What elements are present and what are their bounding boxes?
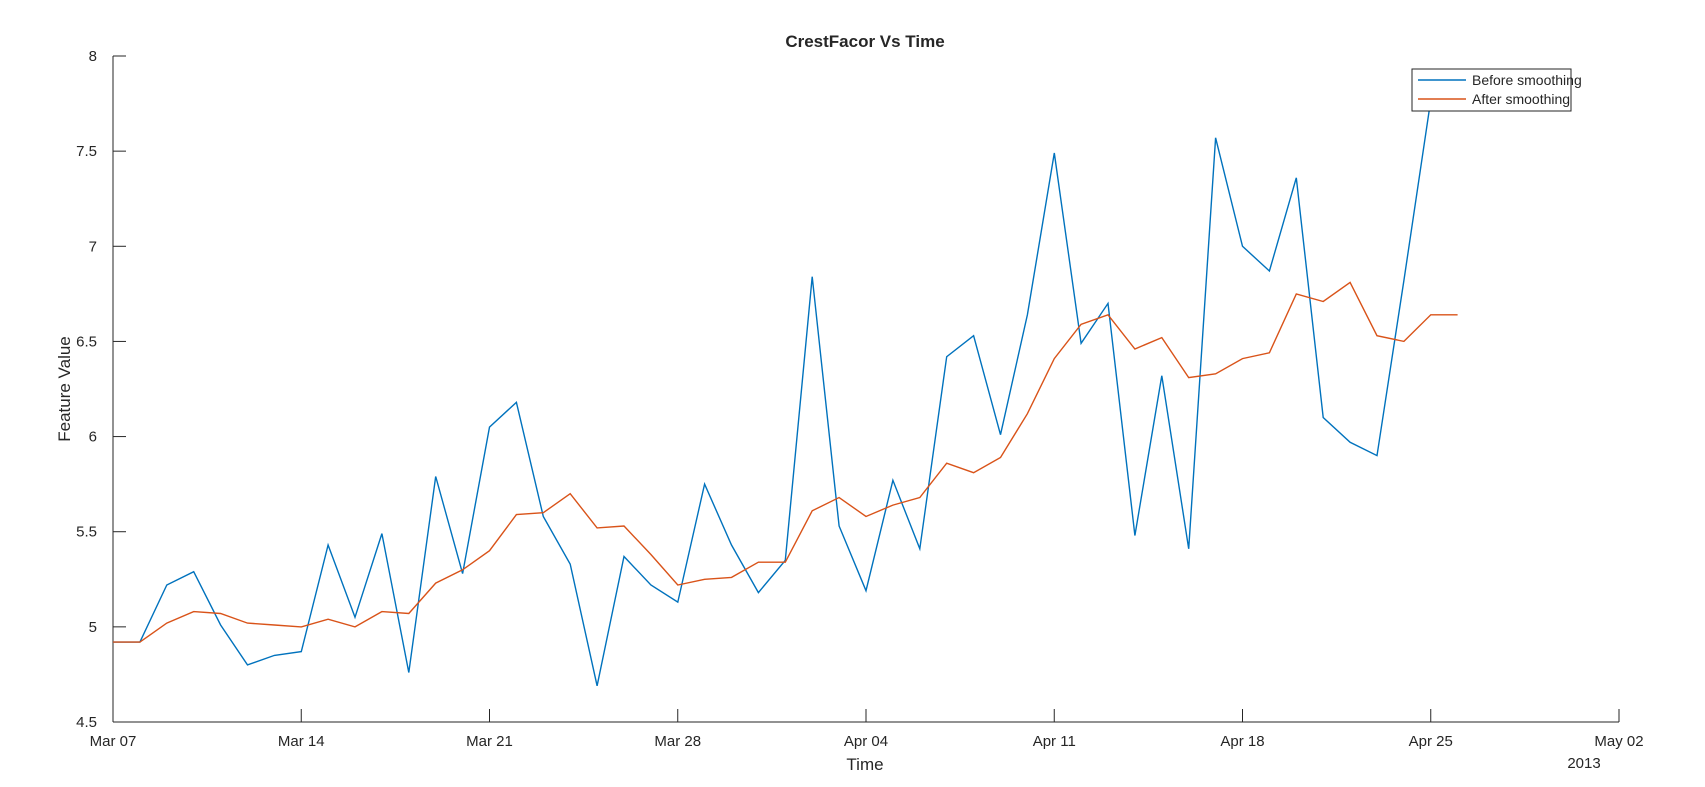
x-tick-label: Mar 21 (466, 733, 513, 750)
x-axis-year-label: 2013 (1567, 755, 1600, 772)
y-tick-label: 6.5 (76, 333, 97, 350)
chart-title: CrestFacor Vs Time (785, 32, 944, 51)
y-tick-label: 4.5 (76, 714, 97, 731)
y-tick-label: 6 (89, 429, 97, 446)
x-tick-label: Apr 04 (844, 733, 888, 750)
x-tick-label: Mar 28 (654, 733, 701, 750)
y-tick-label: 5 (89, 619, 97, 636)
series-line-before-smoothing (113, 99, 1458, 686)
y-tick-label: 8 (89, 48, 97, 65)
x-tick-label: Mar 07 (90, 733, 137, 750)
y-tick-label: 7 (89, 238, 97, 255)
x-tick-label: Apr 25 (1409, 733, 1453, 750)
x-tick-label: May 02 (1594, 733, 1643, 750)
series-layer (113, 99, 1458, 686)
x-axis-ticks: Mar 07 Mar 14 Mar 21 Mar 28 Apr 04 Apr 11 Apr … (90, 709, 1644, 750)
x-tick-label: Mar 14 (278, 733, 325, 750)
y-axis-ticks: 4.5 5 5.5 6 6.5 7 7.5 8 (76, 48, 126, 731)
series-line-after-smoothing (113, 281, 1458, 643)
x-tick-label: Apr 18 (1220, 733, 1264, 750)
legend-label-after-smoothing: After smoothing (1472, 91, 1570, 107)
y-tick-label: 5.5 (76, 524, 97, 541)
y-tick-label: 7.5 (76, 143, 97, 160)
x-axis-label: Time (846, 755, 883, 774)
y-axis-label: Feature Value (55, 336, 74, 442)
legend-box (1411, 68, 1572, 112)
legend-label-before-smoothing: Before smoothing (1472, 72, 1582, 88)
x-tick-label: Apr 11 (1033, 733, 1076, 750)
legend: Before smoothing After smoothing (1411, 68, 1582, 112)
